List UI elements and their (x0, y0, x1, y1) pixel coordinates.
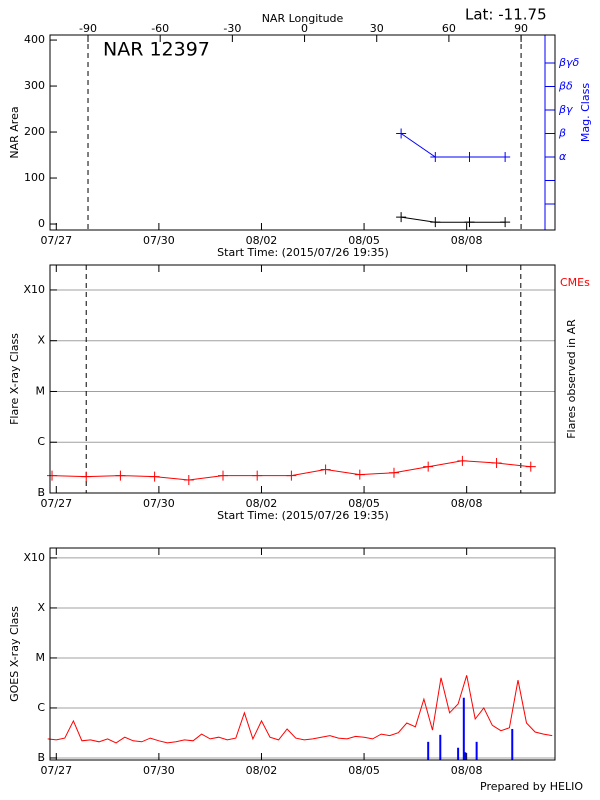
x2-tick-label: -90 (79, 22, 97, 35)
x-tick-label: 08/08 (451, 497, 483, 510)
marker (252, 470, 263, 481)
y2-tick-label: βδ (558, 80, 573, 93)
x-tick-label: 08/08 (451, 764, 483, 777)
x2-tick-label: 0 (301, 22, 308, 35)
x-tick-label: 07/30 (143, 764, 175, 777)
marker (354, 469, 365, 480)
x-tick-label: 07/30 (143, 234, 175, 247)
x2-tick-label: 30 (370, 22, 384, 35)
series-line (401, 216, 506, 223)
y-tick-label: X (37, 334, 45, 347)
x-tick-label: 08/05 (348, 764, 380, 777)
marker (286, 470, 297, 481)
marker (396, 128, 407, 139)
x-tick-label: 08/05 (348, 234, 380, 247)
marker (464, 217, 475, 228)
marker (457, 455, 468, 466)
marker (500, 217, 511, 228)
marker (47, 470, 58, 481)
y-tick-label: M (36, 651, 46, 664)
marker (464, 152, 475, 162)
y-axis-label: NAR Area (8, 106, 21, 158)
annotation: NAR 12397 (103, 39, 210, 61)
marker (183, 475, 194, 486)
marker (491, 457, 502, 468)
y-tick-label: 200 (24, 125, 45, 138)
x-tick-label: 07/30 (143, 497, 175, 510)
y-tick-label: 400 (24, 33, 45, 46)
marker (430, 217, 441, 228)
y-tick-label: 300 (24, 79, 45, 92)
x2-tick-label: -30 (223, 22, 241, 35)
y-tick-label: X10 (23, 551, 45, 564)
marker (423, 461, 434, 472)
plot-frame (49, 34, 556, 231)
x2-tick-label: -60 (151, 22, 169, 35)
y2-tick-label: βγ (558, 103, 573, 116)
x2-tick-label: 90 (514, 22, 528, 35)
y2-tick-label: β (558, 127, 566, 140)
x-tick-label: 08/05 (348, 497, 380, 510)
y-tick-label: 0 (38, 217, 45, 230)
series-line (47, 675, 553, 744)
marker (81, 471, 92, 482)
x-tick-label: 08/02 (246, 764, 278, 777)
series-line (400, 133, 506, 158)
y2-tick-label: α (559, 150, 567, 163)
x-axis-label: Start Time: (2015/07/26 19:35) (217, 509, 389, 522)
marker (396, 212, 407, 223)
marker (149, 471, 160, 482)
plot-frame (49, 547, 556, 761)
x-tick-label: 07/27 (40, 497, 72, 510)
y-tick-label: X (37, 601, 45, 614)
x-tick-label: 07/27 (40, 764, 72, 777)
plot-frame (49, 264, 556, 494)
y-tick-label: C (37, 435, 45, 448)
x2-tick-label: 60 (442, 22, 456, 35)
x-tick-label: 08/02 (246, 234, 278, 247)
x-tick-label: 08/08 (451, 234, 483, 247)
y-axis-label: Flare X-ray Class (8, 333, 21, 425)
footer: Prepared by HELIO (480, 780, 583, 793)
marker (115, 470, 126, 481)
marker (388, 467, 399, 478)
y-tick-label: B (37, 751, 45, 764)
x-tick-label: 07/27 (40, 234, 72, 247)
annotation: Lat: -11.75 (465, 6, 547, 24)
y2-axis-label: Mag. Class (579, 83, 592, 142)
y-axis-label: GOES X-ray Class (8, 606, 21, 702)
marker (218, 470, 229, 481)
marker (320, 464, 331, 475)
marker (500, 152, 511, 162)
x-tick-label: 08/02 (246, 497, 278, 510)
marker (430, 152, 441, 162)
y2-tick-label: βγδ (558, 56, 580, 69)
y-tick-label: C (37, 701, 45, 714)
y-tick-label: M (36, 384, 46, 397)
annotation: CMEs (560, 276, 590, 289)
y2-axis-label: Flares observed in AR (565, 319, 578, 439)
y-tick-label: X10 (23, 283, 45, 296)
x-axis-label: Start Time: (2015/07/26 19:35) (217, 246, 389, 259)
marker (525, 461, 536, 472)
x2-axis-label: NAR Longitude (262, 12, 344, 25)
y-tick-label: 100 (24, 171, 45, 184)
y-tick-label: B (37, 486, 45, 499)
